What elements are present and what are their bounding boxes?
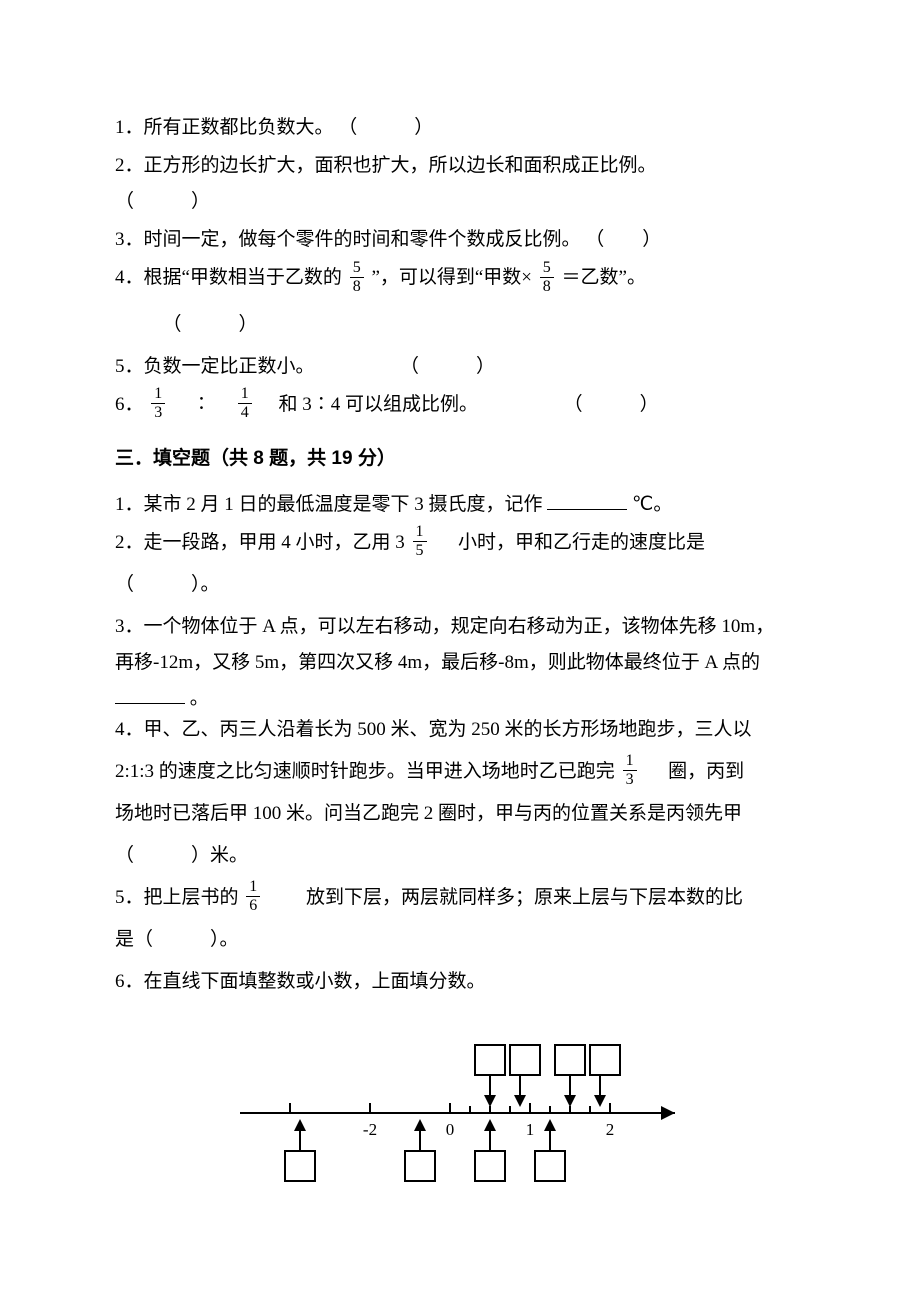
- q6-text: 6．在直线下面填整数或小数，上面填分数。: [115, 971, 486, 992]
- q2-post: 小时，甲和乙行走的速度比是: [458, 532, 705, 553]
- sec3-q4: 4．甲、乙、丙三人沿着长为 500 米、宽为 250 米的长方形场地跑步，三人以…: [115, 712, 805, 874]
- q3-text: 3．时间一定，做每个零件的时间和零件个数成反比例。: [115, 229, 581, 250]
- q4-postA: ＝乙数”。: [562, 267, 646, 288]
- q2-pre: 2．走一段路，甲用 4 小时，乙用 3: [115, 532, 405, 553]
- q4-paren: （ ）米。: [115, 838, 805, 874]
- fraction-1-5: 1 5: [413, 524, 427, 559]
- q4-lineBpre: 2:1:3 的速度之比匀速顺时针跑步。当甲进入场地时乙已跑完: [115, 761, 615, 782]
- q5-text: 5．负数一定比正数小。: [115, 356, 315, 377]
- q3-post: 。: [190, 688, 209, 709]
- q3-lineA: 3．一个物体位于 A 点，可以左右移动，规定向右移动为正，该物体先移 10m，: [115, 609, 805, 645]
- q5-paren: 是（ ）。: [115, 922, 805, 958]
- sec2-q3: 3．时间一定，做每个零件的时间和零件个数成反比例。 （ ）: [115, 222, 805, 258]
- q4-lineC: 场地时已落后甲 100 米。问当乙跑完 2 圈时，甲与丙的位置关系是丙领先甲: [115, 796, 805, 832]
- fraction-1-6: 1 6: [246, 879, 260, 914]
- q6-paren: （ ）: [564, 394, 659, 415]
- q4-midA: ”，可以得到“甲数×: [371, 267, 532, 288]
- q4-lineA: 4．甲、乙、丙三人沿着长为 500 米、宽为 250 米的长方形场地跑步，三人以: [115, 712, 805, 748]
- q2-lineA: 2．走一段路，甲用 4 小时，乙用 3 1 5 小时，甲和乙行走的速度比是: [115, 525, 805, 561]
- q5-paren: （ ）: [400, 356, 495, 377]
- blank-q1[interactable]: [547, 490, 627, 510]
- q1-text: 1．所有正数都比负数大。: [115, 117, 334, 138]
- svg-text:-2: -2: [363, 1120, 377, 1139]
- svg-text:0: 0: [446, 1120, 455, 1139]
- numberline-diagram: -2 0 1 2: [220, 1018, 700, 1188]
- q4-preA: 4．根据“甲数相当于乙数的: [115, 267, 342, 288]
- sec3-q3: 3．一个物体位于 A 点，可以左右移动，规定向右移动为正，该物体先移 10m， …: [115, 609, 805, 717]
- fraction-1-4: 1 4: [238, 386, 252, 421]
- svg-text:1: 1: [526, 1120, 535, 1139]
- q6-mid: ∶: [173, 394, 230, 415]
- fraction-5-8-b: 5 8: [540, 260, 554, 295]
- q6-pre: 6．: [115, 394, 144, 415]
- sec2-q6: 6． 1 3 ∶ 1 4 和 3∶4 可以组成比例。 （ ）: [115, 387, 805, 423]
- sec2-q2: 2．正方形的边长扩大，面积也扩大，所以边长和面积成正比例。 （ ）: [115, 148, 805, 220]
- q5-lineA: 5．把上层书的 1 6 放到下层，两层就同样多；原来上层与下层本数的比: [115, 880, 805, 916]
- sec3-q5: 5．把上层书的 1 6 放到下层，两层就同样多；原来上层与下层本数的比 是（ ）…: [115, 880, 805, 958]
- fraction-5-8-a: 5 8: [350, 260, 364, 295]
- q4-line: 4．根据“甲数相当于乙数的 5 8 ”，可以得到“甲数× 5 8 ＝乙数”。: [115, 260, 805, 296]
- q6-post: 和 3∶4 可以组成比例。: [260, 394, 479, 415]
- sec3-q6: 6．在直线下面填整数或小数，上面填分数。: [115, 964, 805, 1000]
- section3-heading: 三．填空题（共 8 题，共 19 分）: [115, 441, 805, 477]
- q4-lineB: 2:1:3 的速度之比匀速顺时针跑步。当甲进入场地时乙已跑完 1 3 圈，丙到: [115, 754, 805, 790]
- q2-lineA: 2．正方形的边长扩大，面积也扩大，所以边长和面积成正比例。: [115, 148, 805, 184]
- svg-text:2: 2: [606, 1120, 615, 1139]
- q4-lineBpost: 圈，丙到: [668, 761, 744, 782]
- q1-post: ℃。: [632, 494, 672, 515]
- sec3-q2: 2．走一段路，甲用 4 小时，乙用 3 1 5 小时，甲和乙行走的速度比是 （ …: [115, 525, 805, 603]
- q2-paren: （ ）。: [115, 567, 805, 603]
- sec2-q4: 4．根据“甲数相当于乙数的 5 8 ”，可以得到“甲数× 5 8 ＝乙数”。 （…: [115, 260, 805, 342]
- blank-q3[interactable]: [115, 684, 185, 704]
- q1-pre: 1．某市 2 月 1 日的最低温度是零下 3 摄氏度，记作: [115, 494, 543, 515]
- q5-mid: 放到下层，两层就同样多；原来上层与下层本数的比: [268, 887, 743, 908]
- fraction-1-3: 1 3: [151, 386, 165, 421]
- q5-pre: 5．把上层书的: [115, 887, 239, 908]
- sec3-q1: 1．某市 2 月 1 日的最低温度是零下 3 摄氏度，记作 ℃。: [115, 487, 805, 523]
- sec2-q1: 1．所有正数都比负数大。 （ ）: [115, 110, 805, 146]
- fraction-1-3b: 1 3: [623, 753, 637, 788]
- sec2-q5: 5．负数一定比正数小。 （ ）: [115, 349, 805, 385]
- q4-paren: （ ）: [115, 307, 805, 343]
- q2-paren: （ ）: [115, 184, 805, 220]
- q1-paren: （ ）: [338, 117, 433, 138]
- q3-paren: （ ）: [585, 229, 661, 250]
- q3-lineB: 再移-12m，又移 5m，第四次又移 4m，最后移-8m，则此物体最终位于 A …: [115, 645, 805, 681]
